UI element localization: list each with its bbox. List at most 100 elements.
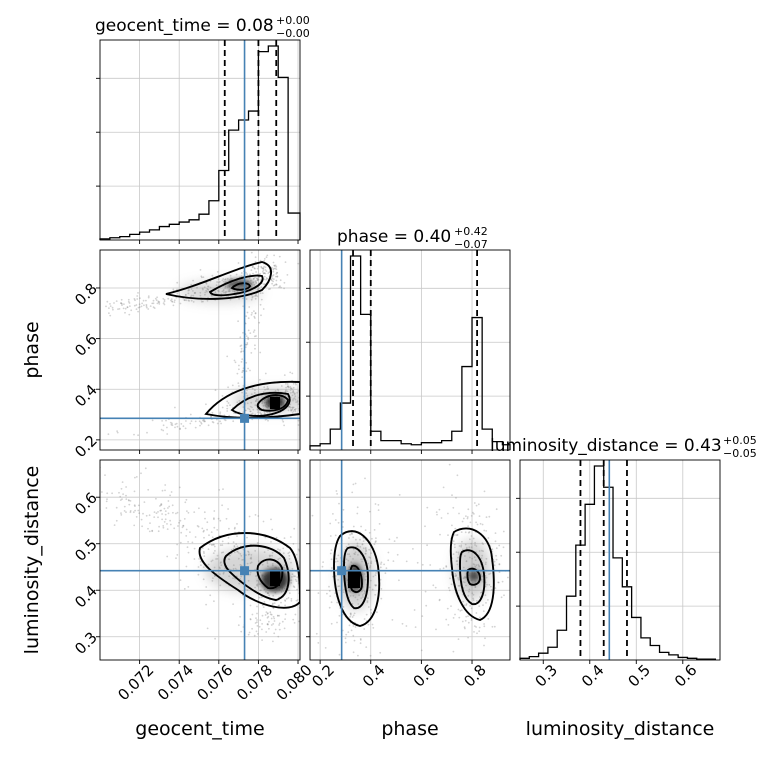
- sample-point: [261, 614, 264, 617]
- sample-point: [138, 512, 141, 515]
- sample-point: [278, 628, 281, 631]
- sample-point: [261, 267, 264, 270]
- grid: [100, 250, 300, 450]
- hist-bin: [199, 214, 209, 240]
- sample-point: [472, 511, 474, 514]
- sample-point: [152, 306, 155, 309]
- sample-point: [183, 518, 186, 520]
- sample-point: [179, 541, 182, 544]
- sample-point: [307, 401, 309, 403]
- sample-point: [401, 622, 404, 625]
- sample-point: [257, 411, 259, 414]
- sample-point: [257, 279, 259, 282]
- sample-point: [482, 604, 484, 607]
- sample-point: [213, 600, 215, 603]
- sample-point: [448, 587, 450, 589]
- sample-point: [362, 540, 365, 542]
- sample-point: [184, 501, 187, 504]
- sample-point: [143, 304, 145, 307]
- panel-frame: [99, 39, 301, 244]
- sample-point: [268, 288, 270, 291]
- sample-point: [328, 585, 330, 588]
- sample-point: [133, 490, 136, 493]
- sample-point: [284, 618, 286, 620]
- sample-point: [263, 275, 266, 278]
- sample-point: [174, 423, 177, 426]
- sample-point: [304, 398, 306, 400]
- hist-bin: [239, 120, 249, 240]
- sample-point: [145, 299, 147, 302]
- sample-point: [434, 586, 437, 589]
- sample-point: [454, 546, 456, 549]
- sample-point: [275, 273, 278, 275]
- sample-point: [212, 544, 215, 546]
- sample-point: [272, 602, 274, 605]
- sample-point: [306, 608, 308, 610]
- sample-point: [261, 628, 263, 631]
- sample-point: [129, 500, 132, 502]
- sample-point: [164, 518, 167, 521]
- sample-point: [483, 625, 486, 628]
- truth-lines: [310, 460, 510, 660]
- sample-point: [356, 512, 359, 515]
- sample-point: [373, 543, 376, 546]
- sample-point: [240, 272, 243, 274]
- sample-point: [268, 627, 270, 630]
- sample-point: [289, 536, 292, 538]
- sample-point: [475, 599, 478, 602]
- sample-point: [266, 623, 269, 625]
- sample-point: [370, 612, 373, 614]
- sample-point: [367, 606, 370, 608]
- truth-marker: [240, 566, 250, 576]
- sample-point: [251, 412, 254, 415]
- sample-point: [359, 538, 361, 541]
- sample-point: [257, 265, 260, 268]
- sample-point: [188, 300, 191, 302]
- sample-point: [200, 275, 203, 278]
- hist-bin: [401, 444, 411, 450]
- sample-point: [353, 612, 356, 615]
- sample-point: [211, 274, 214, 277]
- sample-point: [461, 620, 464, 623]
- sample-point: [228, 414, 231, 417]
- sample-point: [227, 508, 230, 510]
- sample-point: [272, 280, 274, 283]
- sample-point: [451, 524, 453, 527]
- sample-point: [373, 529, 376, 531]
- sample-point: [462, 517, 465, 520]
- sample-point: [260, 413, 263, 416]
- sample-point: [280, 591, 283, 593]
- sample-point: [232, 603, 235, 605]
- hist-bin: [391, 441, 401, 450]
- sample-point: [377, 509, 380, 511]
- sample-point: [352, 625, 355, 627]
- sample-point: [242, 305, 245, 308]
- sample-point: [148, 530, 151, 533]
- sample-point: [282, 420, 285, 423]
- axes-frame: [99, 39, 301, 241]
- sample-point: [107, 433, 110, 436]
- sample-point: [163, 303, 166, 306]
- sample-point: [128, 503, 131, 506]
- sample-point: [301, 388, 303, 390]
- sample-point: [246, 536, 248, 539]
- sample-point: [456, 534, 459, 536]
- sample-point: [317, 409, 319, 411]
- sample-point: [218, 489, 221, 491]
- sample-point: [187, 511, 190, 514]
- sample-point: [384, 572, 387, 575]
- sample-point: [239, 615, 242, 618]
- sample-point: [261, 639, 263, 641]
- sample-point: [286, 274, 289, 276]
- sample-point: [405, 560, 408, 563]
- sample-point: [146, 431, 148, 434]
- sample-point: [285, 386, 287, 389]
- sample-point: [278, 622, 281, 625]
- sample-point: [129, 305, 131, 307]
- sample-point: [182, 525, 185, 527]
- sample-point: [290, 387, 293, 390]
- panel-luminosity-distance-vs-geocent-time: [96, 459, 308, 664]
- sample-point: [256, 277, 258, 280]
- sample-point: [162, 297, 165, 300]
- sample-point: [336, 493, 338, 495]
